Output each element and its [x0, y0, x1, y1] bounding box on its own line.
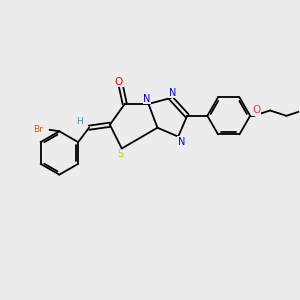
Text: H: H — [76, 117, 83, 126]
Text: N: N — [169, 88, 176, 98]
Text: S: S — [117, 149, 123, 160]
Text: Br: Br — [34, 125, 44, 134]
Text: O: O — [115, 76, 123, 87]
Text: N: N — [178, 137, 185, 147]
Text: N: N — [143, 94, 151, 103]
Text: O: O — [252, 105, 260, 115]
